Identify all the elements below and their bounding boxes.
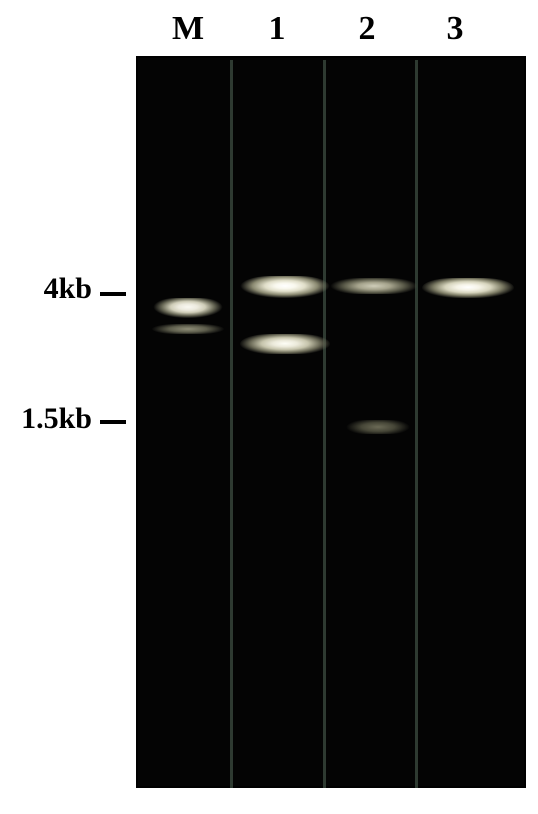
lane-divider	[323, 60, 326, 788]
gel-band	[422, 278, 514, 298]
gel-band	[330, 278, 418, 294]
lane-label-M: M	[168, 10, 208, 48]
gel-band	[240, 276, 330, 298]
lane-label-1: 1	[262, 10, 292, 48]
marker-label-4kb: 4kb	[0, 272, 92, 306]
gel-figure: M 1 2 3 4kb 1.5kb	[0, 0, 538, 814]
lane-label-3: 3	[440, 10, 470, 48]
marker-label-1p5kb: 1.5kb	[0, 402, 92, 436]
gel-band	[344, 420, 412, 434]
marker-tick-4kb	[100, 292, 126, 296]
lane-divider	[230, 60, 233, 788]
marker-tick-1p5kb	[100, 420, 126, 424]
lane-divider	[415, 60, 418, 788]
lane-label-2: 2	[352, 10, 382, 48]
gel-band	[152, 298, 224, 318]
gel-band	[152, 324, 224, 334]
gel-band	[240, 334, 330, 354]
gel-area	[136, 56, 526, 788]
